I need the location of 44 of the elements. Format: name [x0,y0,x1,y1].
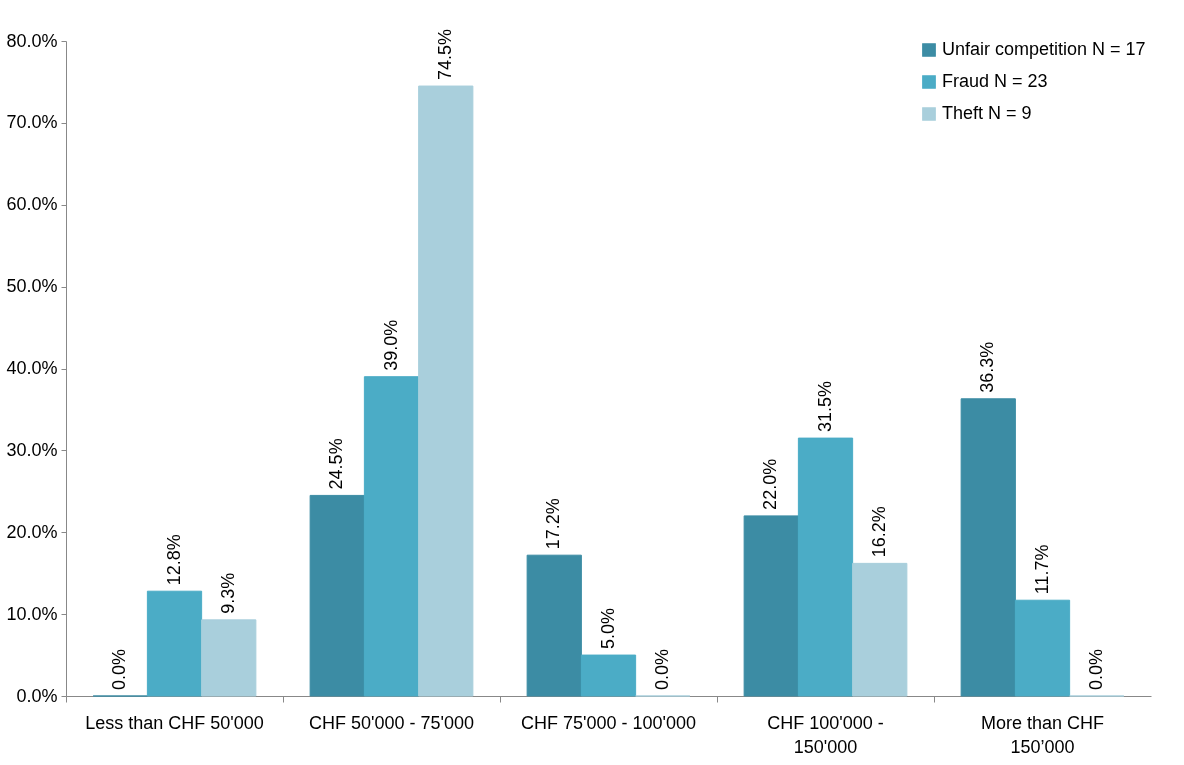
data-label: 12.8% [163,534,184,586]
y-tick-label: 80.0% [6,30,58,51]
y-tick-label: 40.0% [6,358,58,378]
y-tick-label: 20.0% [6,521,58,542]
bar [146,590,203,697]
x-tick-label: CHF 100'000 - 150'000 [767,712,884,757]
data-label: 17.2% [543,498,564,550]
data-label: 0.0% [1085,648,1106,690]
y-tick-label: 60.0% [6,194,58,215]
x-tick-label: Less than CHF 50'000 [85,712,264,733]
data-label: 9.3% [217,572,238,614]
data-label: 22.0% [760,458,781,510]
bar [852,562,908,697]
y-tick-label: 0.0% [16,685,58,706]
data-label: 16.2% [868,506,889,558]
data-label: 5.0% [597,608,618,650]
legend-label: Unfair competition N = 17 [942,39,1146,59]
y-tick-label: 30.0% [6,439,58,460]
data-label: 0.0% [651,648,672,690]
bar [580,654,637,697]
y-tick-label: 10.0% [6,603,58,624]
legend-label: Fraud N = 23 [942,71,1048,91]
bar [960,398,1016,697]
data-label: 31.5% [814,381,835,433]
bar [201,619,257,697]
data-label: 0.0% [109,648,130,690]
x-tick-label: CHF 75'000 - 100'000 [521,712,696,733]
y-tick-label: 70.0% [6,112,58,133]
data-label: 11.7% [1031,544,1052,595]
data-label: 36.3% [977,341,998,393]
bar [418,85,474,697]
x-tick-label: More than CHF 150’000 [980,712,1105,757]
bar [526,554,582,697]
bar [797,437,854,697]
legend-label: Theft N = 9 [942,103,1032,123]
data-label: 24.5% [326,438,347,490]
bar [363,376,420,697]
bar [309,494,365,697]
bar [743,515,799,697]
bar [1014,599,1071,697]
y-tick-label: 50.0% [6,276,58,297]
x-tick-label: CHF 50'000 - 75'000 [309,712,474,733]
data-label: 39.0% [380,319,401,371]
data-label: 74.5% [434,28,455,81]
